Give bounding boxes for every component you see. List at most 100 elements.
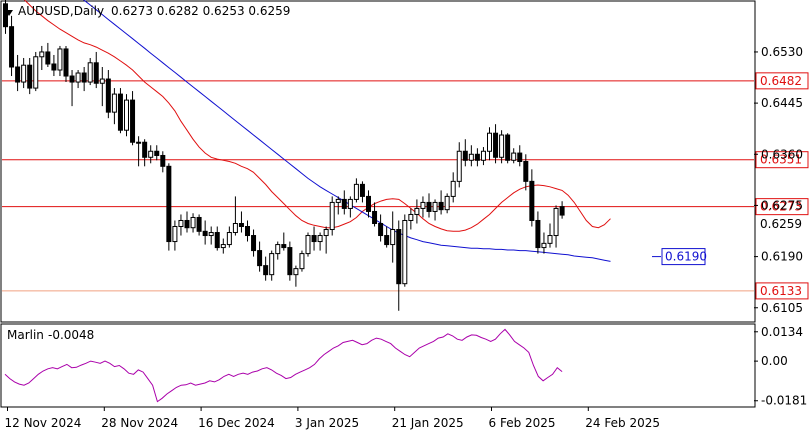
candle-body (487, 132, 492, 152)
candle-body (51, 63, 57, 71)
candle-body (202, 230, 208, 237)
candle-body (480, 150, 486, 161)
candle-body (499, 134, 505, 158)
candle-body (402, 219, 408, 285)
candle-body (105, 78, 111, 113)
candle-body (505, 134, 511, 161)
candle-body (136, 141, 142, 144)
candle-body (251, 235, 257, 252)
candle-body (420, 201, 426, 209)
candle-body (184, 219, 190, 229)
candle-body (214, 232, 220, 249)
candle-body (329, 201, 335, 231)
osc-y-tick-label: -0.0181 (761, 394, 807, 408)
y-tick-label: 0.6530 (761, 45, 803, 59)
candle-body (190, 216, 196, 229)
x-tick-label: 3 Jan 2025 (295, 416, 359, 430)
candle-body (323, 229, 329, 237)
indicator-value: -0.0048 (48, 328, 94, 342)
candle-body (166, 165, 172, 243)
x-tick-label: 21 Jan 2025 (392, 416, 464, 430)
level-price-label: 0.6482 (760, 74, 802, 88)
candle-body (9, 26, 15, 68)
candle-body (208, 232, 214, 237)
collapse-triangle-icon[interactable] (5, 10, 13, 16)
candle-body (75, 72, 81, 83)
level-price-label: 0.6133 (760, 284, 802, 298)
candle-body (305, 235, 311, 255)
candle-body (517, 152, 523, 162)
candle-body (474, 153, 480, 161)
candle-body (45, 51, 51, 65)
candle-body (462, 150, 468, 161)
level-price-tag (755, 72, 809, 90)
candle-body (263, 265, 269, 276)
osc-y-tick-label: 0.00 (761, 354, 788, 368)
indicator-name: Marlin (7, 328, 44, 342)
candle-body (523, 161, 529, 182)
candle-body (311, 235, 317, 243)
candle-body (27, 64, 33, 89)
level-price-tag (755, 198, 809, 216)
candle-body (160, 154, 166, 167)
candle-body (111, 93, 117, 113)
ma-slow-line (83, 0, 611, 262)
candle-body (493, 132, 499, 158)
candle-body (63, 48, 69, 77)
y-tick-label: 0.6105 (761, 301, 803, 315)
candle-body (378, 222, 384, 237)
candle-body (414, 207, 420, 215)
candle-body (220, 244, 226, 249)
indicator-pane-border (0, 323, 756, 408)
level-price-tag (755, 282, 809, 300)
candle-body (172, 226, 178, 243)
marlin-oscillator-line (4, 328, 563, 403)
candle-body (559, 206, 565, 216)
candle-body (281, 244, 287, 249)
candle-body (57, 48, 63, 71)
candle-body (245, 226, 250, 237)
candle-body (456, 150, 462, 182)
candle-body (81, 72, 87, 83)
candle-body (359, 183, 365, 197)
candle-body (33, 56, 39, 89)
candle-body (535, 219, 541, 249)
candle-body (384, 235, 390, 246)
candle-body (178, 219, 184, 228)
candle-body (529, 180, 535, 221)
candle-body (390, 229, 396, 246)
chart-title: AUDUSD,Daily (18, 4, 104, 18)
candle-body (511, 152, 517, 161)
candle-body (232, 222, 238, 234)
candle-body (148, 150, 154, 158)
candle-body (154, 150, 160, 156)
ma-tag-box (661, 248, 706, 266)
candle-body (444, 195, 450, 211)
candle-body (196, 216, 202, 232)
x-tick-label: 16 Dec 2024 (198, 416, 275, 430)
candle-body (317, 235, 323, 243)
candle-body (257, 250, 263, 267)
candle-body (335, 198, 341, 203)
candle-body (275, 244, 281, 255)
y-tick-label: 0.6275 (761, 198, 803, 212)
candle-body (347, 198, 353, 209)
x-tick-label: 24 Feb 2025 (585, 416, 660, 430)
level-price-label: 0.6351 (760, 153, 802, 167)
candle-body (39, 51, 45, 58)
candle-body (468, 153, 474, 161)
ma-fast-line (23, 0, 611, 232)
candle-body (372, 210, 378, 224)
main-pane-border (0, 0, 756, 323)
candle-body (341, 198, 347, 209)
y-tick-label: 0.6360 (761, 147, 803, 161)
price-tag-label: 0.6259 (760, 217, 802, 231)
x-tick-label: 12 Nov 2024 (5, 416, 82, 430)
candle-body (547, 235, 553, 244)
candle-body (99, 78, 105, 84)
candle-body (124, 99, 129, 131)
candle-body (93, 62, 99, 84)
candle-body (366, 195, 371, 212)
osc-y-tick-label: 0.0134 (761, 325, 803, 339)
